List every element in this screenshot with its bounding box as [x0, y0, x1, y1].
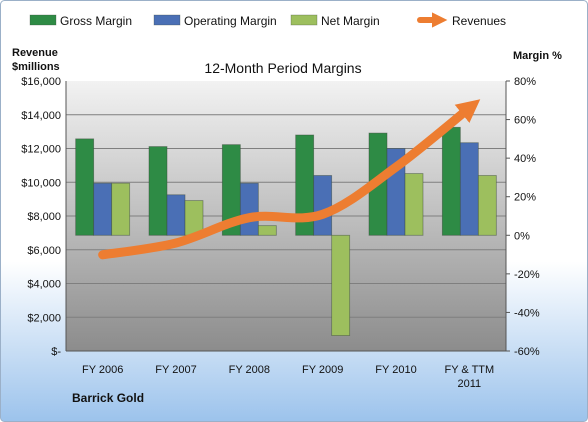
left-axis-title-line-1: Revenue [12, 47, 58, 59]
legend: Gross Margin Operating Margin Net Margin Re… [29, 12, 506, 28]
category-label-line: 2011 [458, 378, 482, 390]
left-axis-title: Revenue $millions [12, 47, 61, 73]
left-tick-label: $16,000 [21, 76, 61, 88]
bar [239, 182, 259, 236]
category-label-line: FY 2006 [82, 364, 123, 376]
right-tick-label: 80% [514, 76, 536, 88]
left-tick-label: $10,000 [21, 177, 61, 189]
category-label-line: FY 2007 [155, 364, 196, 376]
left-tick-label: $14,000 [21, 110, 61, 122]
right-tick-label: 60% [514, 115, 536, 127]
company-label: Barrick Gold [72, 391, 144, 405]
category-label: FY & TTM 2011 [444, 364, 494, 390]
category-label: FY 2008 [229, 364, 270, 376]
bar [459, 142, 479, 236]
left-tick-label: $4,000 [27, 279, 61, 291]
gridlines [66, 114, 506, 318]
right-tick-label: -40% [514, 307, 540, 319]
legend-label: Revenues [452, 14, 506, 28]
right-tick-label: 20% [514, 192, 536, 204]
category-label: FY 2006 [82, 364, 123, 376]
bar [441, 126, 461, 236]
right-tick-label: 0% [514, 230, 530, 242]
left-tick-label: $12,000 [21, 144, 61, 156]
left-tick-label: $6,000 [27, 245, 61, 257]
category-label-line: FY 2010 [375, 364, 416, 376]
left-axis-title-line-2: $millions [12, 61, 60, 73]
legend-swatch [29, 14, 57, 26]
axes: $- $2,000 $4,000 $6,000 $8,000 $10,000 $12,000… [21, 76, 540, 390]
legend-label: Operating Margin [184, 14, 277, 28]
legend-swatch [153, 14, 181, 26]
category-label-line: FY & TTM [444, 364, 494, 376]
category-label: FY 2007 [155, 364, 196, 376]
category-label-line: FY 2008 [229, 364, 270, 376]
legend-label: Net Margin [321, 14, 380, 28]
category-label: FY 2009 [302, 364, 343, 376]
bar [111, 182, 131, 236]
bar [93, 182, 113, 236]
bar [477, 175, 497, 236]
bar [331, 234, 351, 336]
bar [404, 173, 424, 236]
category-label-line: FY 2009 [302, 364, 343, 376]
bar-series [75, 126, 497, 336]
bar [313, 175, 333, 236]
left-tick-label: $- [51, 346, 61, 358]
category-label: FY 2010 [375, 364, 416, 376]
right-axis-title: Margin % [513, 50, 562, 62]
left-tick-label: $2,000 [27, 312, 61, 324]
right-tick-label: 40% [514, 153, 536, 165]
bar [148, 146, 168, 236]
right-tick-label: -20% [514, 269, 540, 281]
chart-title: 12-Month Period Margins [204, 60, 361, 76]
legend-swatch [290, 14, 318, 26]
bar [257, 225, 277, 236]
bar [166, 194, 186, 236]
revenue-line [98, 99, 481, 260]
right-tick-label: -60% [514, 346, 540, 358]
legend-label: Gross Margin [60, 14, 132, 28]
bar [75, 138, 95, 236]
left-tick-label: $8,000 [27, 211, 61, 223]
revenue-line-path [98, 99, 481, 260]
